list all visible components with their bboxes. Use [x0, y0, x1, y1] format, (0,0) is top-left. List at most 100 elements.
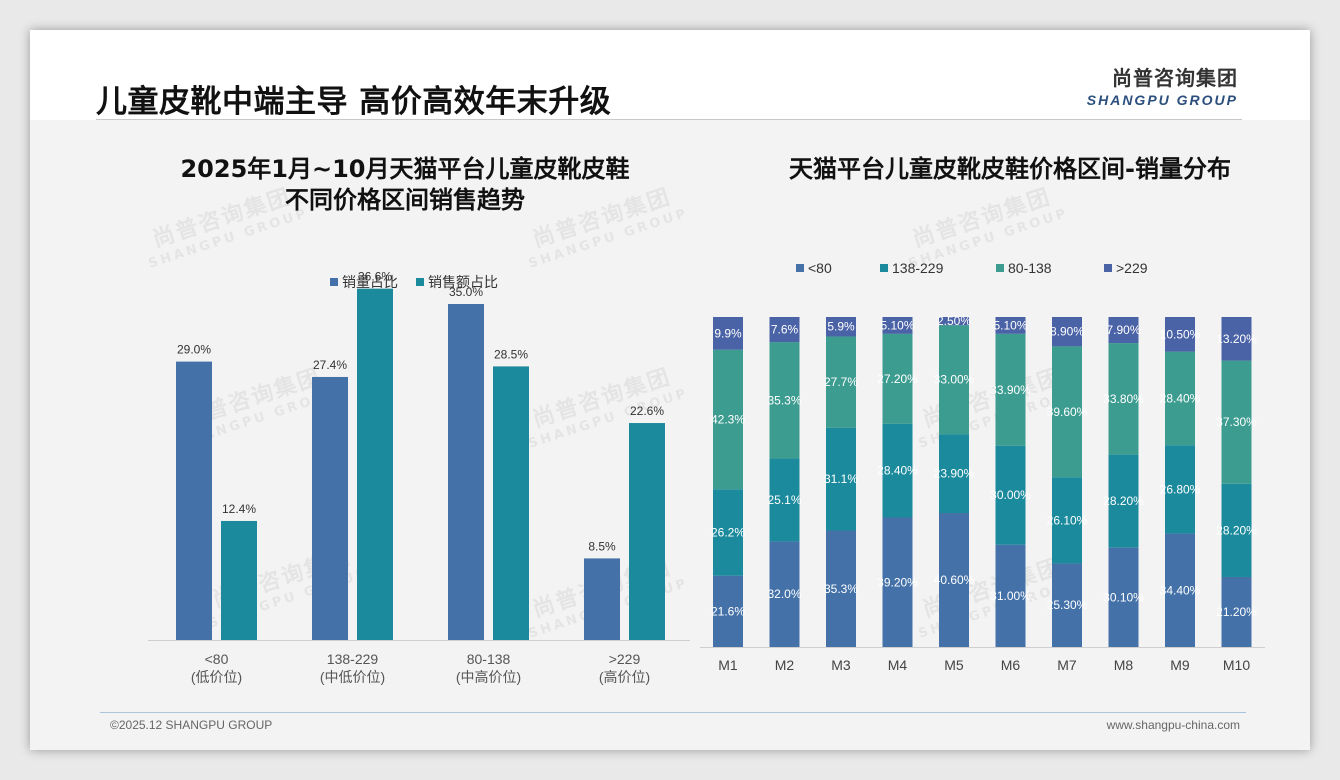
data-label-1-2: 28.5%: [494, 347, 528, 361]
stack-label-3-1: 7.6%: [771, 323, 799, 337]
data-label-0-2: 35.0%: [449, 285, 483, 299]
x-tick-sublabel-1: (中低价位): [320, 669, 385, 685]
stack-x-tick-4: M5: [944, 657, 964, 673]
right-chart: <80 138-229 80-138 >229 21.6% 26.2% 42.3% 9.9% M…: [700, 260, 1265, 673]
stack-x-tick-9: M10: [1223, 657, 1250, 673]
data-label-1-1: 36.6%: [358, 270, 392, 284]
stack-label-1-0: 26.2%: [711, 525, 745, 539]
bar-0-0: [176, 361, 212, 640]
stack-segment-3-7: [1108, 317, 1139, 344]
stack-segment-2-6: [1052, 346, 1082, 478]
stack-segment-3-1: [769, 317, 800, 343]
stack-label-3-3: 5.10%: [880, 318, 914, 332]
data-label-1-3: 22.6%: [630, 404, 664, 418]
stack-x-tick-0: M1: [718, 657, 738, 673]
stack-segment-2-7: [1108, 343, 1139, 455]
stack-segment-2-3: [882, 333, 913, 424]
stack-label-2-6: 39.60%: [1047, 405, 1088, 419]
slide: 儿童皮靴中端主导 高价高效年末升级 尚普咨询集团 SHANGPU GROUP 尚…: [30, 30, 1310, 750]
stack-label-0-3: 39.20%: [877, 575, 918, 589]
stack-segment-1-7: [1108, 454, 1139, 548]
x-tick-sublabel-3: (高价位): [599, 669, 650, 685]
stack-label-2-1: 35.3%: [767, 393, 801, 407]
stack-label-1-2: 31.1%: [824, 472, 858, 486]
stack-label-3-0: 9.9%: [714, 326, 742, 340]
stack-segment-3-5: [995, 317, 1026, 334]
left-chart-title-line2: 不同价格区间销售趋势: [285, 186, 525, 214]
stack-segment-1-3: [882, 423, 913, 518]
stack-label-1-7: 28.20%: [1103, 494, 1144, 508]
stack-legend-label-0: <80: [808, 260, 832, 276]
stack-segment-2-2: [826, 336, 856, 428]
stack-label-2-2: 27.7%: [824, 375, 858, 389]
stack-segment-1-6: [1052, 477, 1082, 564]
stack-segment-3-8: [1165, 317, 1195, 352]
stack-segment-2-9: [1221, 360, 1252, 484]
header: [30, 30, 1310, 120]
stack-label-0-2: 35.3%: [824, 582, 858, 596]
stack-label-1-5: 30.00%: [990, 488, 1031, 502]
stack-label-2-4: 33.00%: [934, 373, 975, 387]
stack-label-2-9: 37.30%: [1216, 415, 1257, 429]
footer-url: www.shangpu-china.com: [1106, 718, 1240, 732]
data-label-0-1: 27.4%: [313, 358, 347, 372]
stack-segment-0-3: [882, 517, 913, 647]
stack-legend-label-3: >229: [1116, 260, 1148, 276]
right-chart-title: 天猫平台儿童皮靴皮鞋价格区间-销量分布: [789, 155, 1231, 183]
x-tick-label-2: 80-138: [467, 651, 511, 667]
stack-label-3-4: 2.50%: [937, 314, 971, 328]
stack-label-2-5: 33.90%: [990, 383, 1031, 397]
stack-legend-label-1: 138-229: [892, 260, 944, 276]
bar-0-3: [584, 558, 620, 640]
stack-segment-1-2: [826, 427, 856, 531]
stack-legend-swatch-2: [996, 264, 1004, 272]
stack-label-0-0: 21.6%: [711, 604, 745, 618]
stack-segment-2-4: [939, 325, 969, 435]
stack-label-3-9: 13.20%: [1216, 332, 1257, 346]
footer-copyright: ©2025.12 SHANGPU GROUP: [110, 718, 273, 732]
stack-label-3-5: 5.10%: [993, 318, 1027, 332]
data-label-0-3: 8.5%: [588, 539, 616, 553]
bar-0-1: [312, 376, 348, 640]
stack-label-1-4: 23.90%: [934, 467, 975, 481]
stack-legend-swatch-1: [880, 264, 888, 272]
data-label-0-0: 29.0%: [177, 343, 211, 357]
stack-label-2-0: 42.3%: [711, 412, 745, 426]
stack-label-3-7: 7.90%: [1106, 323, 1140, 337]
stack-label-0-7: 30.10%: [1103, 590, 1144, 604]
legend-swatch-0: [330, 278, 338, 286]
x-tick-label-0: <80: [205, 651, 229, 667]
stack-x-tick-2: M3: [831, 657, 851, 673]
stack-segment-3-3: [882, 317, 913, 334]
stack-segment-2-5: [995, 333, 1026, 446]
logo: 尚普咨询集团 SHANGPU GROUP: [1087, 62, 1238, 108]
bar-1-2: [493, 366, 529, 640]
stack-segment-3-4: [939, 317, 969, 326]
stack-segment-1-9: [1221, 483, 1252, 577]
stack-legend-label-2: 80-138: [1008, 260, 1052, 276]
stack-x-tick-5: M6: [1001, 657, 1021, 673]
x-tick-sublabel-0: (低价位): [191, 669, 242, 685]
legend-label-1: 销售额占比: [428, 274, 498, 290]
stack-label-1-1: 25.1%: [767, 493, 801, 507]
stack-label-0-1: 32.0%: [767, 587, 801, 601]
stack-label-1-3: 28.40%: [877, 464, 918, 478]
left-chart: 销量占比 销售额占比 29.0% 12.4% <80 (低价位) 27.4% 36.6% 138…: [148, 270, 690, 685]
stack-label-1-8: 26.80%: [1160, 482, 1201, 496]
x-tick-label-1: 138-229: [327, 651, 379, 667]
stack-segment-3-6: [1052, 317, 1082, 347]
legend-label-0: 销量占比: [342, 274, 398, 290]
legend-swatch-1: [416, 278, 424, 286]
stack-segment-3-9: [1221, 317, 1252, 361]
stack-x-tick-7: M8: [1114, 657, 1134, 673]
stack-label-0-8: 34.40%: [1160, 583, 1201, 597]
stack-segment-1-1: [769, 458, 800, 542]
stack-label-0-6: 25.30%: [1047, 598, 1088, 612]
stack-segment-2-0: [713, 349, 743, 490]
stack-x-tick-3: M4: [888, 657, 908, 673]
stack-segment-1-4: [939, 434, 969, 514]
bar-1-3: [629, 423, 665, 640]
stack-label-0-5: 31.00%: [990, 589, 1031, 603]
stack-label-3-8: 10.50%: [1160, 327, 1201, 341]
x-tick-sublabel-2: (中高价位): [456, 669, 521, 685]
